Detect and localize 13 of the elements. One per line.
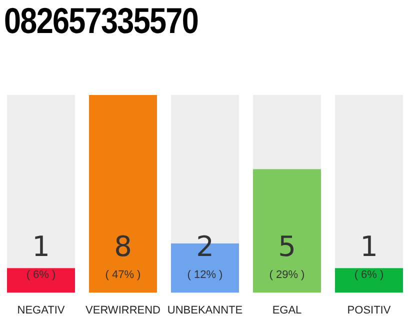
bar	[89, 95, 157, 293]
data-label: 1 ( 6% )	[26, 230, 56, 281]
x-tick-label: UNBEKANNTE	[167, 304, 243, 316]
x-tick-label: NEGATIV	[17, 304, 66, 316]
bar	[335, 268, 403, 293]
bar	[7, 268, 75, 293]
x-tick-label: EGAL	[272, 304, 302, 316]
chart-title: 082657335570	[4, 0, 198, 42]
x-tick-label: POSITIV	[347, 304, 392, 316]
data-label: 5 ( 29% )	[269, 230, 305, 281]
data-label: 8 ( 47% )	[105, 230, 141, 281]
x-tick-label: VERWIRREND	[86, 304, 161, 316]
data-label: 1 ( 6% )	[354, 230, 384, 281]
